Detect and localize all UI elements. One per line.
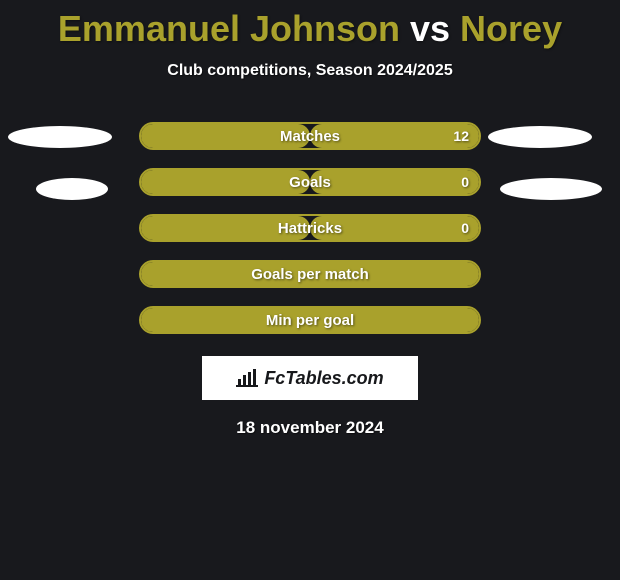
- player2-name: Norey: [460, 8, 562, 49]
- logo-box[interactable]: FcTables.com: [202, 356, 418, 400]
- stat-row: Goals per match: [139, 260, 481, 288]
- logo-text: FcTables.com: [264, 368, 383, 389]
- subtitle: Club competitions, Season 2024/2025: [0, 62, 620, 80]
- stat-value-right: 0: [461, 170, 469, 194]
- stats-table: Matches12Goals0Hattricks0Goals per match…: [139, 122, 481, 334]
- decorative-ellipse: [488, 126, 592, 148]
- vs-text: vs: [410, 8, 450, 49]
- stat-label: Goals: [141, 170, 479, 194]
- stat-label: Min per goal: [141, 308, 479, 332]
- decorative-ellipse: [36, 178, 108, 200]
- date-text: 18 november 2024: [0, 418, 620, 438]
- stat-value-right: 0: [461, 216, 469, 240]
- stat-row: Min per goal: [139, 306, 481, 334]
- stat-row: Matches12: [139, 122, 481, 150]
- stat-row: Goals0: [139, 168, 481, 196]
- stat-label: Matches: [141, 124, 479, 148]
- decorative-ellipse: [500, 178, 602, 200]
- stat-label: Goals per match: [141, 262, 479, 286]
- player1-name: Emmanuel Johnson: [58, 8, 400, 49]
- chart-icon: [236, 369, 258, 387]
- stat-value-right: 12: [453, 124, 469, 148]
- decorative-ellipse: [8, 126, 112, 148]
- stat-label: Hattricks: [141, 216, 479, 240]
- stat-row: Hattricks0: [139, 214, 481, 242]
- page-title: Emmanuel Johnson vs Norey: [0, 0, 620, 50]
